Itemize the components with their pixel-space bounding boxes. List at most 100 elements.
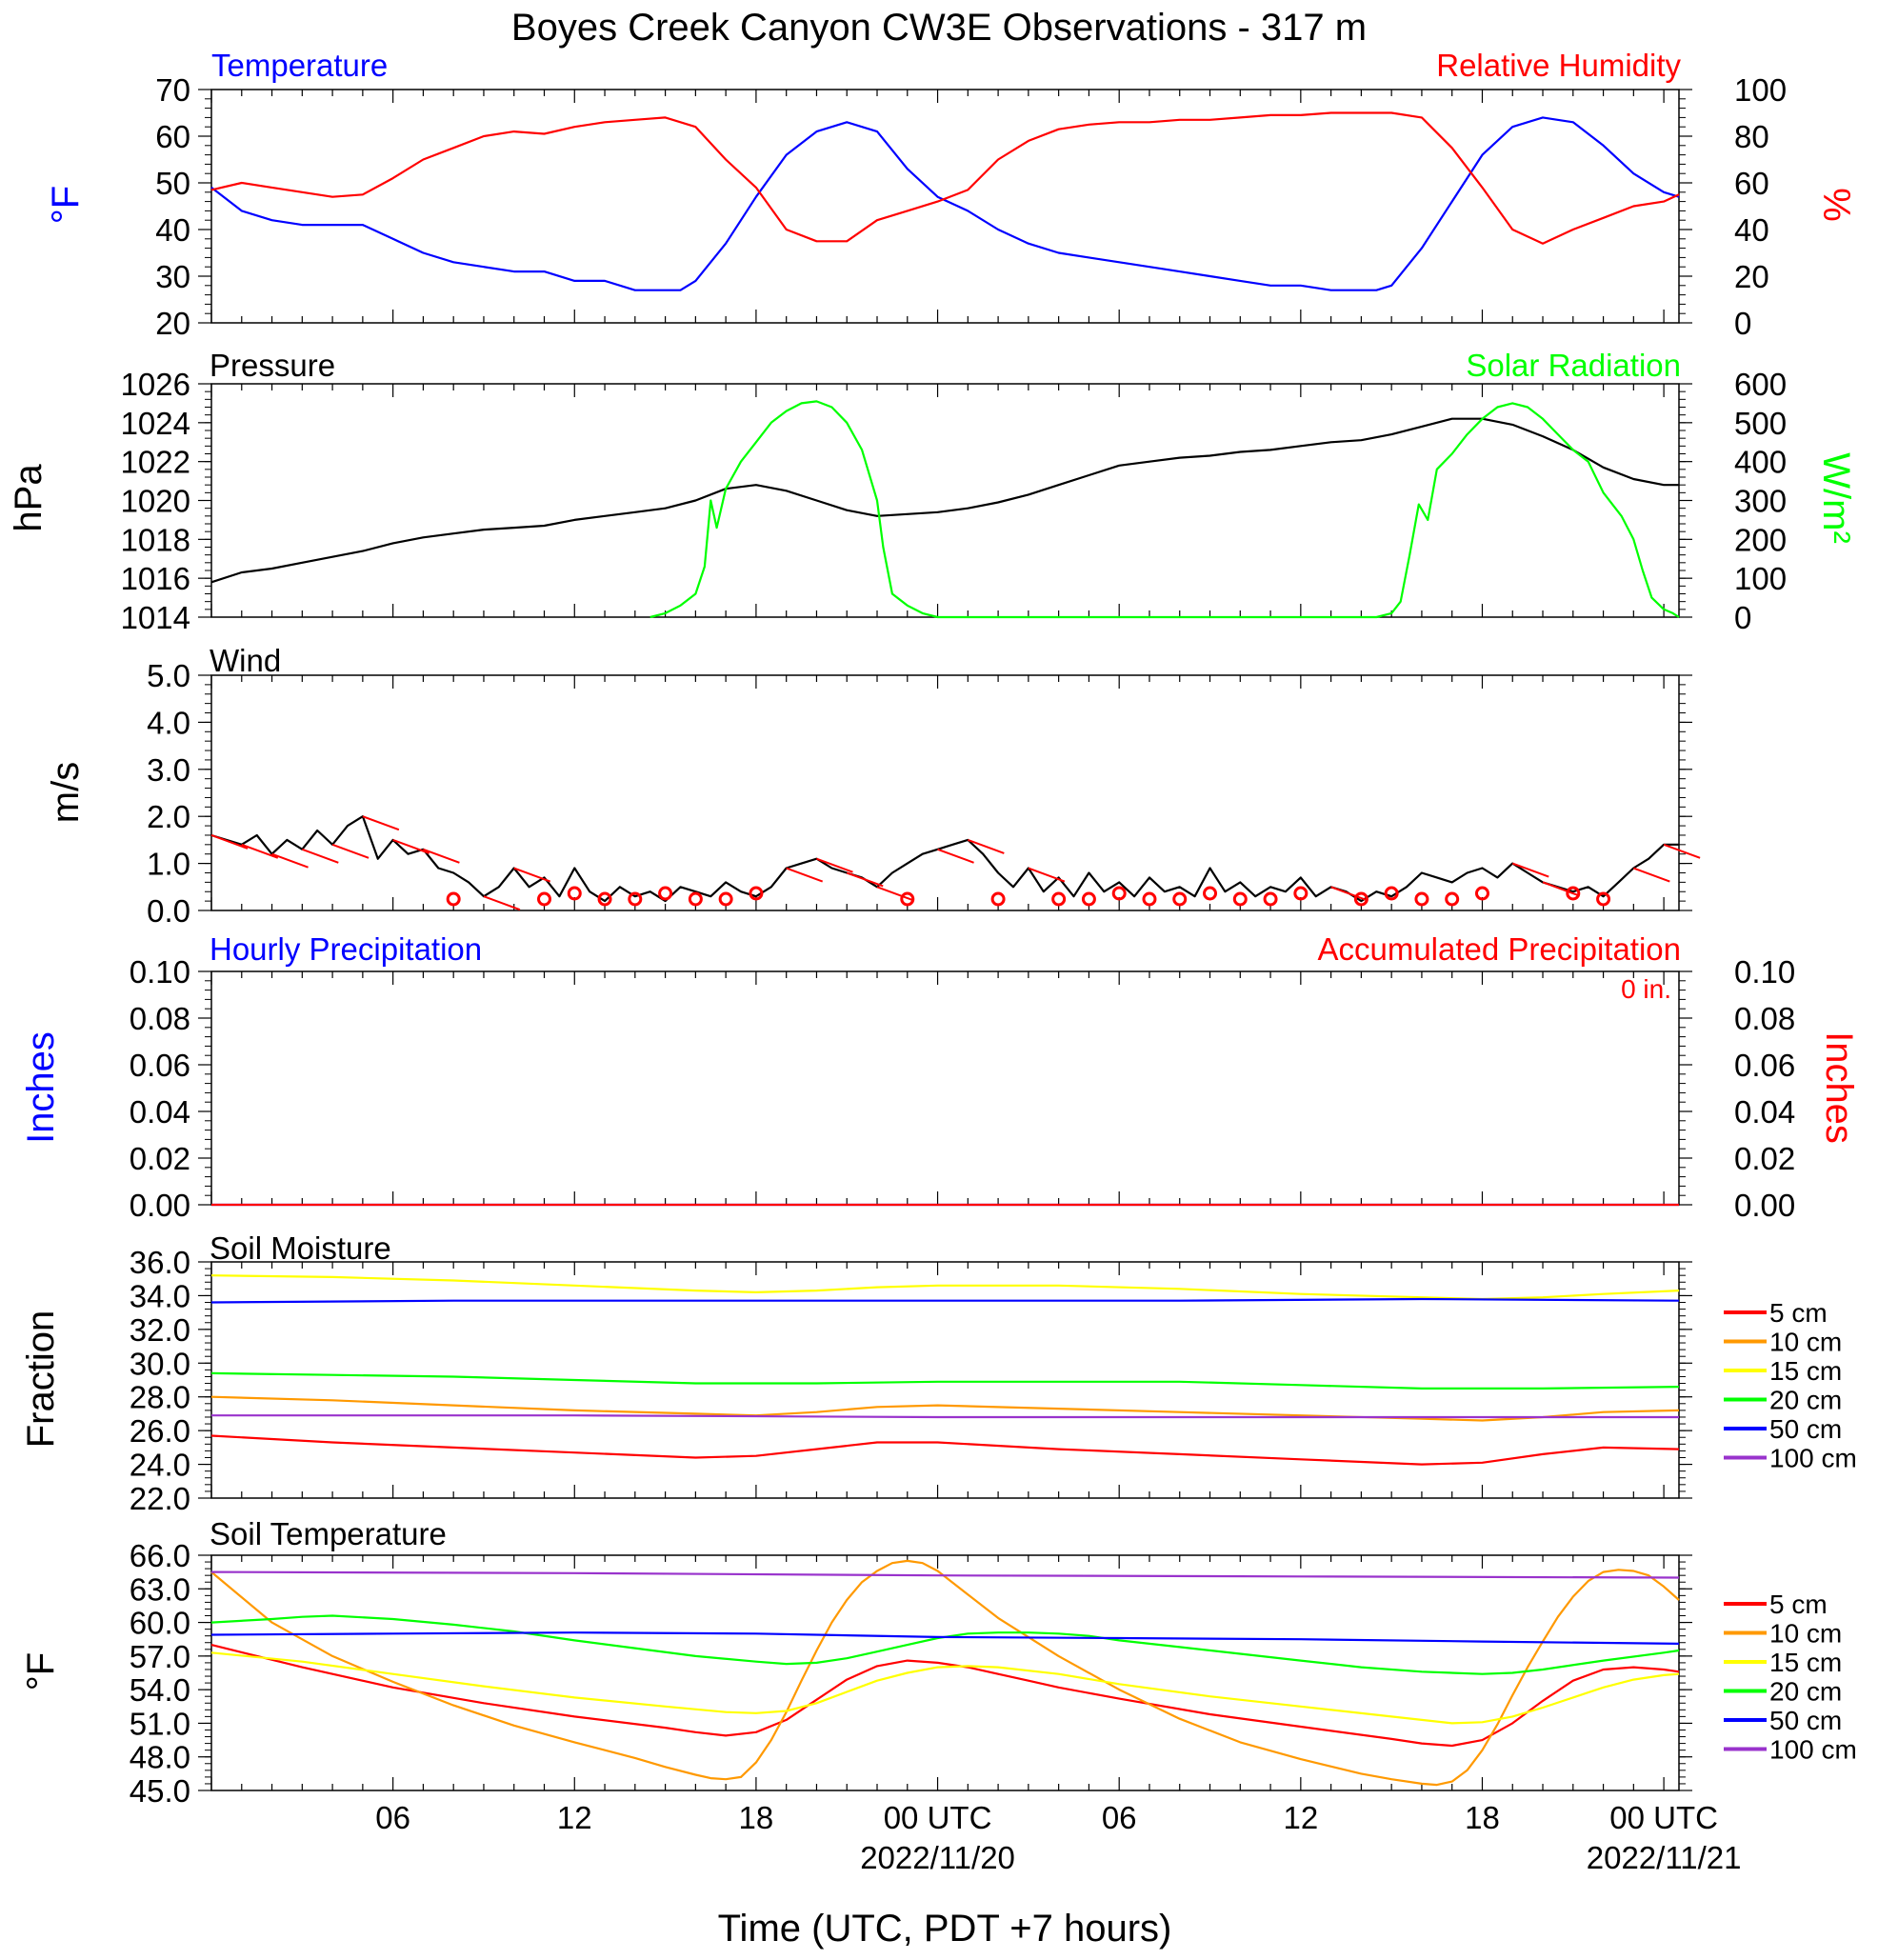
- wind-barb: [331, 843, 370, 859]
- temp-temperature-series-line: [210, 116, 1680, 291]
- soilt-y-tick-label: 45.0: [130, 1773, 190, 1809]
- wind-barb: [786, 867, 824, 883]
- wind-barb: [876, 886, 914, 902]
- soilm-y-tick-label: 36.0: [130, 1245, 190, 1280]
- panel-pressure-solar: Pressure Solar Radiation hPa W/m² 1014 10…: [8, 348, 1857, 635]
- wind-barb: [967, 838, 1005, 854]
- solar-radiation-title: Solar Radiation: [1466, 348, 1681, 383]
- wind-y-tick-label: 1.0: [147, 847, 190, 882]
- soilm-legend-label: 15 cm: [1769, 1356, 1842, 1386]
- wind-calm-marker: [537, 891, 552, 907]
- wind-barb: [1511, 862, 1549, 878]
- hourly-precipitation-title: Hourly Precipitation: [210, 931, 482, 967]
- wind-barb: [1542, 881, 1580, 897]
- soilm-plot-frame: [210, 1261, 1680, 1499]
- wind-title: Wind: [210, 643, 281, 678]
- press-y-tick-label: 1014: [121, 600, 190, 635]
- precip-right-tick-label: 0.04: [1734, 1094, 1795, 1130]
- soilm-y-tick-label: 26.0: [130, 1413, 190, 1449]
- soilm-50-cm-series-line: [210, 1297, 1680, 1304]
- soilt-10-cm-series-line: [210, 1559, 1680, 1787]
- time-axis-title: Time (UTC, PDT +7 hours): [718, 1908, 1172, 1950]
- precip-y-tick-label: 0.08: [130, 1001, 190, 1036]
- soilm-legend-label: 100 cm: [1769, 1444, 1857, 1473]
- press-y-tick-label: 1018: [121, 522, 190, 557]
- wind-barb: [210, 834, 249, 850]
- solar-units-label: W/m²: [1815, 452, 1857, 544]
- soilt-y-tick-label: 57.0: [130, 1639, 190, 1674]
- wind-calm-marker: [1081, 891, 1096, 907]
- press-right-tick-label: 0: [1734, 600, 1751, 635]
- panel-temperature-humidity: Temperature Relative Humidity °F % 20 30 4…: [45, 48, 1857, 341]
- hourly-precip-units-label: Inches: [20, 1031, 62, 1144]
- soilt-5-cm-series-line: [210, 1644, 1680, 1748]
- soilm-y-tick-label: 24.0: [130, 1448, 190, 1483]
- wind-barb: [392, 838, 430, 854]
- soilt-legend-label: 100 cm: [1769, 1735, 1857, 1765]
- humidity-units-label: %: [1815, 188, 1857, 222]
- accumulated-precip-units-label: Inches: [1818, 1031, 1860, 1144]
- soilm-y-tick-label: 32.0: [130, 1312, 190, 1348]
- soilt-y-tick-label: 66.0: [130, 1538, 190, 1573]
- soilt-100-cm-series-line: [210, 1570, 1680, 1579]
- wind-calm-marker: [1051, 891, 1067, 907]
- temp-relative-humidity-series-line: [210, 111, 1680, 245]
- panel-soil-temperature: Soil Temperature °F 45.048.051.054.057.0…: [20, 1516, 1857, 1809]
- wind-barb: [483, 895, 521, 911]
- precip-y-tick-label: 0.04: [130, 1094, 190, 1130]
- press-y-tick-label: 1024: [121, 406, 190, 441]
- wind-calm-marker: [1232, 891, 1248, 907]
- date-label: 2022/11/20: [860, 1840, 1015, 1875]
- press-right-tick-label: 400: [1734, 445, 1787, 480]
- wind-calm-marker: [1263, 891, 1278, 907]
- precip-y-tick-label: 0.10: [130, 954, 190, 990]
- precip-y-tick-label: 0.00: [130, 1188, 190, 1223]
- panel-precipitation: Hourly Precipitation Accumulated Precipi…: [20, 931, 1860, 1223]
- figure-title: Boyes Creek Canyon CW3E Observations - 3…: [511, 7, 1367, 49]
- soilm-20-cm-series-line: [210, 1371, 1680, 1390]
- wind-barb: [1632, 867, 1670, 883]
- temp-right-tick-label: 60: [1734, 166, 1769, 201]
- temp-y-tick-label: 20: [155, 306, 190, 341]
- wind-y-tick-label: 0.0: [147, 893, 190, 929]
- wind-calm-marker: [900, 891, 915, 907]
- wind-calm-marker: [1353, 891, 1369, 907]
- wind-barb: [937, 848, 974, 864]
- soilt-plot-frame: [210, 1554, 1680, 1791]
- soilt-legend-label: 15 cm: [1769, 1648, 1842, 1677]
- wind-calm-marker: [1142, 891, 1157, 907]
- soilt-y-tick-label: 48.0: [130, 1740, 190, 1775]
- accumulated-total-label: 0 in.: [1621, 974, 1671, 1004]
- wind-calm-marker: [628, 891, 643, 907]
- wind-calm-marker: [718, 891, 733, 907]
- temp-right-tick-label: 20: [1734, 259, 1769, 294]
- time-tick-label: 00 UTC: [884, 1800, 992, 1835]
- soilm-y-tick-label: 28.0: [130, 1380, 190, 1415]
- time-tick-label: 18: [739, 1800, 774, 1835]
- temp-plot-frame: [210, 89, 1680, 324]
- soilt-legend-label: 50 cm: [1769, 1706, 1842, 1735]
- press-right-tick-label: 600: [1734, 367, 1787, 402]
- soilm-10-cm-series-line: [210, 1395, 1680, 1422]
- wind-calm-marker: [1172, 891, 1188, 907]
- wind-barb: [816, 857, 853, 873]
- soilm-15-cm-series-line: [210, 1274, 1680, 1301]
- wind-barb: [423, 848, 460, 864]
- pressure-title: Pressure: [210, 348, 335, 383]
- soilm-legend-label: 20 cm: [1769, 1386, 1842, 1415]
- wind-units-label: m/s: [45, 762, 87, 823]
- wind-calm-marker: [1566, 886, 1581, 901]
- wind-calm-marker: [446, 891, 461, 907]
- precip-right-tick-label: 0.00: [1734, 1188, 1795, 1223]
- date-label: 2022/11/21: [1587, 1840, 1742, 1875]
- soilt-legend-label: 5 cm: [1769, 1590, 1828, 1619]
- wind-barb: [513, 867, 551, 883]
- wind-calm-marker: [658, 886, 673, 901]
- temp-right-tick-label: 80: [1734, 119, 1769, 154]
- press-y-tick-label: 1026: [121, 367, 190, 402]
- time-tick-label: 06: [375, 1800, 410, 1835]
- temp-y-tick-label: 70: [155, 72, 190, 108]
- wind-calm-marker: [597, 891, 612, 907]
- soil-moisture-title: Soil Moisture: [210, 1230, 391, 1266]
